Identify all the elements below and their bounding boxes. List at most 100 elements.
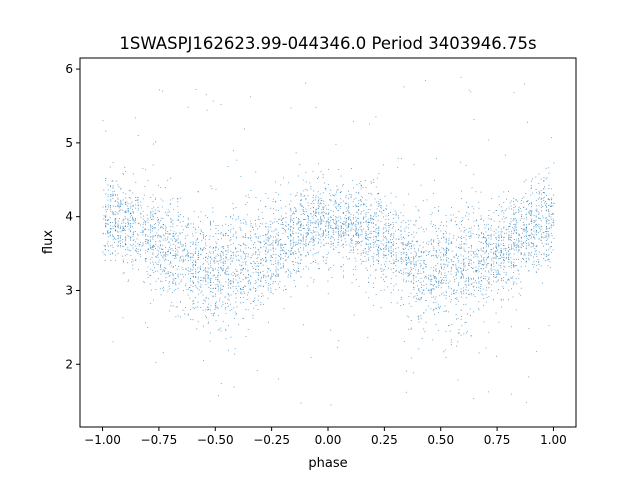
data-point: [228, 349, 229, 351]
data-point: [205, 279, 207, 281]
data-point: [353, 120, 354, 122]
data-point: [448, 249, 449, 251]
data-point: [480, 286, 482, 287]
data-point: [501, 250, 502, 252]
data-point: [226, 245, 228, 247]
data-point: [373, 253, 375, 255]
data-point: [465, 297, 467, 299]
data-point: [187, 217, 189, 219]
data-point: [332, 219, 334, 221]
data-point: [379, 205, 381, 207]
data-point: [170, 230, 172, 231]
data-point: [132, 219, 134, 221]
data-point: [195, 253, 197, 255]
data-point: [437, 238, 439, 239]
data-point: [456, 297, 458, 299]
data-point: [434, 275, 435, 277]
data-point: [516, 226, 517, 228]
data-point: [547, 259, 549, 261]
data-point: [480, 260, 482, 262]
data-point: [442, 233, 444, 235]
data-point: [485, 240, 487, 241]
data-point: [325, 222, 327, 224]
data-point: [521, 253, 522, 255]
data-point: [350, 228, 352, 230]
data-point: [177, 235, 179, 237]
data-point: [203, 263, 204, 265]
data-point: [483, 237, 485, 238]
data-point: [502, 239, 504, 241]
data-point: [443, 254, 444, 256]
data-point: [242, 317, 244, 319]
data-point: [335, 219, 337, 221]
data-point: [253, 299, 255, 301]
data-point: [252, 272, 254, 274]
data-point: [382, 270, 384, 272]
data-point: [247, 237, 249, 239]
data-point: [210, 222, 211, 224]
data-point: [181, 246, 183, 247]
data-point: [501, 218, 503, 220]
data-point: [548, 198, 550, 199]
data-point: [260, 278, 262, 280]
data-point: [530, 210, 532, 212]
data-point: [144, 229, 146, 231]
data-point: [281, 249, 283, 251]
data-point: [473, 173, 475, 175]
data-point: [377, 250, 379, 252]
data-point: [114, 230, 116, 232]
data-point: [130, 238, 131, 240]
data-point: [262, 271, 264, 272]
data-point: [197, 306, 199, 308]
data-point: [512, 264, 514, 265]
data-point: [513, 242, 514, 244]
data-point: [134, 221, 135, 223]
data-point: [256, 236, 258, 238]
data-point: [335, 227, 337, 228]
data-point: [533, 263, 535, 265]
data-point: [398, 271, 400, 273]
data-point: [253, 287, 254, 289]
data-point: [385, 248, 387, 250]
data-point: [153, 263, 154, 265]
data-point: [185, 235, 187, 237]
data-point: [545, 236, 547, 238]
data-point: [529, 234, 530, 236]
data-point: [209, 235, 211, 237]
data-point: [503, 287, 504, 289]
data-point: [295, 152, 297, 154]
data-point: [337, 227, 339, 229]
data-point: [353, 274, 355, 276]
data-point: [378, 210, 380, 212]
data-point: [292, 264, 294, 266]
data-point: [175, 240, 177, 242]
data-point: [195, 232, 197, 234]
data-point: [302, 179, 304, 181]
data-point: [108, 219, 110, 220]
data-point: [354, 257, 356, 259]
data-point: [325, 234, 327, 236]
data-point: [543, 180, 544, 182]
data-point: [542, 236, 544, 238]
data-point: [165, 280, 167, 281]
data-point: [445, 242, 447, 243]
data-point: [483, 232, 484, 234]
data-point: [403, 253, 405, 254]
data-point: [265, 233, 267, 235]
data-point: [245, 336, 247, 337]
data-point: [237, 218, 239, 220]
data-point: [297, 220, 299, 222]
data-point: [263, 274, 264, 276]
data-point: [505, 228, 507, 230]
data-point: [195, 272, 197, 274]
data-point: [419, 216, 421, 218]
data-point: [527, 121, 528, 123]
data-point: [518, 273, 520, 275]
data-point: [267, 232, 269, 234]
data-point: [348, 197, 349, 199]
data-point: [510, 249, 512, 250]
data-point: [127, 220, 129, 222]
data-point: [445, 297, 447, 299]
data-point: [391, 255, 392, 257]
data-point: [420, 226, 422, 228]
